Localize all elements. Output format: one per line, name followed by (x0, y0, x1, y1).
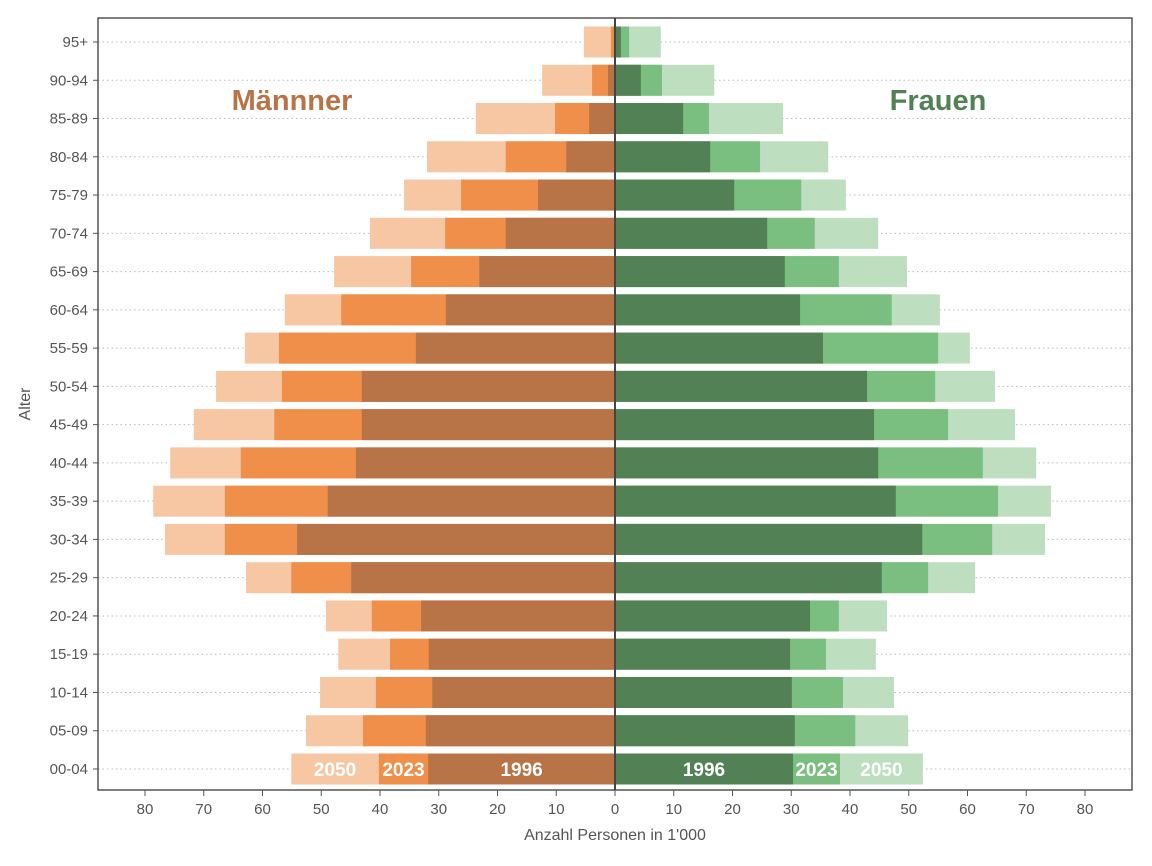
y-tick-label: 45-49 (50, 417, 88, 434)
x-axis-label: Anzahl Personen in 1'000 (524, 827, 706, 844)
x-tick-label: 40 (372, 801, 389, 818)
bar-right-1996-05-09 (615, 715, 795, 747)
bar-left-1996-35-39 (327, 485, 615, 517)
x-tick-label: 80 (137, 801, 154, 818)
y-tick-labels: 00-04 05-09 10-14 15-19 20-24 25-29 30-34 35-39… (50, 34, 98, 778)
x-tick-label: 20 (724, 801, 741, 818)
bar-right-1996-10-14 (615, 676, 792, 708)
y-tick-label: 20-24 (50, 608, 88, 625)
y-tick-label: 40-44 (50, 455, 88, 472)
x-tick-label: 20 (489, 801, 506, 818)
bar-left-1996-65-69 (479, 256, 615, 288)
bar-right-1996-35-39 (615, 485, 896, 517)
bar-right-1996-00-04 (615, 753, 794, 785)
y-tick-label: 10-14 (50, 684, 88, 701)
x-tick-label: 80 (1077, 801, 1094, 818)
bar-right-1996-65-69 (615, 256, 785, 288)
bar-left-1996-10-14 (432, 676, 615, 708)
y-tick-label: 35-39 (50, 493, 88, 510)
year-label-left-1996: 1996 (500, 760, 542, 781)
bar-right-1996-40-44 (615, 447, 879, 479)
bar-left-1996-25-29 (351, 562, 615, 594)
bar-right-1996-20-24 (615, 600, 811, 632)
x-tick-label: 60 (959, 801, 976, 818)
bar-right-1996-15-19 (615, 638, 791, 670)
bar-right-1996-25-29 (615, 562, 882, 594)
bar-left-1996-40-44 (355, 447, 615, 479)
bar-left-1996-15-19 (428, 638, 615, 670)
bar-left-1996-20-24 (421, 600, 615, 632)
y-tick-label: 05-09 (50, 723, 88, 740)
group-label-right: Frauen (890, 85, 987, 117)
x-tick-label: 10 (665, 801, 682, 818)
y-tick-label: 85-89 (50, 111, 88, 128)
y-tick-label: 55-59 (50, 340, 88, 357)
y-tick-label: 70-74 (50, 225, 88, 242)
x-tick-label: 40 (842, 801, 859, 818)
x-tick-label: 10 (548, 801, 565, 818)
bar-right-1996-55-59 (615, 332, 823, 364)
bar-right-1996-60-64 (615, 294, 801, 326)
bar-right-1996-80-84 (615, 141, 711, 173)
bar-left-1996-30-34 (297, 523, 615, 555)
year-labels: 2050 2023 1996 2050 2023 1996 (314, 760, 903, 781)
y-tick-label: 65-69 (50, 264, 88, 281)
y-tick-label: 95+ (63, 34, 89, 51)
y-tick-label: 50-54 (50, 378, 88, 395)
y-tick-label: 00-04 (50, 761, 88, 778)
x-tick-label: 70 (1018, 801, 1035, 818)
year-label-left-2050: 2050 (314, 760, 356, 781)
group-label-left: Männner (232, 85, 353, 117)
bar-right-1996-45-49 (615, 409, 875, 441)
bar-left-2023-95+ (610, 26, 615, 58)
y-axis-label: Alter (17, 387, 34, 421)
y-tick-label: 75-79 (50, 187, 88, 204)
y-tick-label: 30-34 (50, 531, 88, 548)
bar-right-1996-30-34 (615, 523, 923, 555)
y-tick-label: 90-94 (50, 72, 88, 89)
bar-left-1996-45-49 (361, 409, 615, 441)
y-tick-label: 60-64 (50, 302, 88, 319)
x-tick-label: 0 (611, 801, 619, 818)
x-tick-label: 50 (313, 801, 330, 818)
bar-left-1996-55-59 (415, 332, 615, 364)
year-label-right-2050: 2050 (860, 760, 902, 781)
x-tick-label: 30 (783, 801, 800, 818)
bar-right-1996-85-89 (615, 103, 684, 135)
year-label-right-2023: 2023 (795, 760, 837, 781)
year-label-right-1996: 1996 (683, 760, 725, 781)
bar-left-1996-80-84 (566, 141, 615, 173)
bar-left-1996-05-09 (425, 715, 615, 747)
bar-right-1996-90-94 (615, 64, 641, 96)
bar-right-1996-50-54 (615, 370, 868, 402)
x-tick-label: 60 (254, 801, 271, 818)
bar-right-1996-75-79 (615, 179, 735, 211)
bar-left-1996-70-74 (505, 217, 615, 249)
bar-left-1996-85-89 (589, 103, 615, 135)
bar-left-1996-75-79 (538, 179, 615, 211)
y-tick-label: 80-84 (50, 149, 88, 166)
year-label-left-2023: 2023 (382, 760, 424, 781)
y-tick-label: 15-19 (50, 646, 88, 663)
x-tick-label: 30 (430, 801, 447, 818)
bar-left-1996-60-64 (445, 294, 615, 326)
bar-left-1996-90-94 (607, 64, 615, 96)
bar-left-1996-50-54 (361, 370, 615, 402)
y-tick-label: 25-29 (50, 570, 88, 587)
x-tick-label: 70 (195, 801, 212, 818)
bar-left-1996-00-04 (428, 753, 615, 785)
bar-left-2050-95+ (583, 26, 615, 58)
bar-right-1996-70-74 (615, 217, 768, 249)
bar-right-1996-95+ (615, 26, 621, 58)
x-tick-label: 50 (900, 801, 917, 818)
bars (153, 26, 1051, 785)
x-tick-labels: 80 70 60 50 40 30 20 10 0 10 20 30 40 50 60 70 80 (137, 790, 1094, 818)
